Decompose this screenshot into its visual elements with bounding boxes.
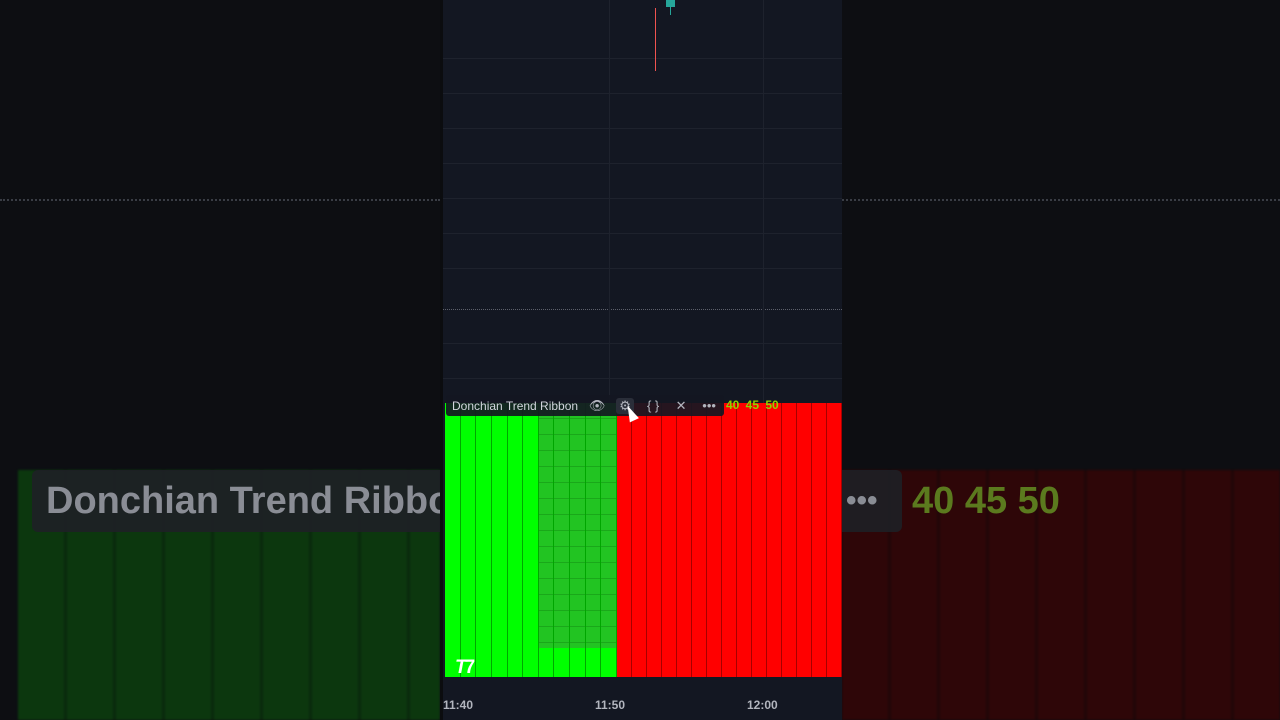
indicator-title[interactable]: Donchian Trend Ribbon [452, 398, 579, 413]
time-axis[interactable]: 11:40 11:50 12:00 [443, 677, 842, 720]
ribbon-column-up [445, 403, 461, 677]
ribbon-column-down [797, 403, 812, 677]
gear-icon[interactable]: ⚙ [616, 397, 635, 414]
ribbon-column-up-weak [538, 403, 555, 677]
blurred-background-right: ••• 40 45 50 [842, 0, 1280, 720]
indicator-legend[interactable]: Donchian Trend Ribbon 👁︎ ⚙ { } ✕ ••• [446, 395, 725, 416]
blurred-more-icon: ••• [842, 470, 902, 532]
ribbon-column-down [692, 403, 707, 677]
close-icon[interactable]: ✕ [675, 397, 687, 413]
ribbon-column-down [722, 403, 737, 677]
ribbon-column-up [491, 403, 508, 677]
donchian-ribbon [443, 403, 842, 677]
ribbon-column-down [767, 403, 782, 677]
candle-wick-down [655, 8, 656, 71]
price-line [443, 309, 842, 310]
dotted-line [842, 199, 1280, 201]
ribbon-column-up [476, 403, 492, 677]
blurred-ribbon [842, 470, 1280, 720]
ribbon-column-up [460, 403, 477, 677]
chart-panel[interactable]: T7 Donchian Trend Ribbon 👁︎ ⚙ { } ✕ ••• … [443, 0, 842, 720]
ribbon-column-up-weak [601, 403, 617, 677]
more-icon[interactable]: ••• [702, 398, 716, 413]
ribbon-column-up-weak [585, 403, 602, 677]
eye-icon[interactable]: 👁︎ [588, 397, 606, 413]
ribbon-column-up-weak [570, 403, 586, 677]
ribbon-column-down [617, 403, 632, 677]
ribbon-column-down [812, 403, 827, 677]
ribbon-column-down [737, 403, 752, 677]
ribbon-column-up [507, 403, 524, 677]
candle-wick-up [670, 0, 671, 15]
ribbon-column-down [827, 403, 842, 677]
ribbon-column-down [752, 403, 767, 677]
time-tick: 11:50 [595, 698, 626, 712]
blurred-values: 40 45 50 [912, 480, 1060, 522]
ribbon-column-down [647, 403, 662, 677]
indicator-values: 40 45 50 [726, 398, 779, 412]
ribbon-column-up-weak [554, 403, 571, 677]
braces-icon[interactable]: { } [646, 398, 660, 413]
ribbon-column-down [707, 403, 722, 677]
ribbon-column-down [782, 403, 797, 677]
blurred-background-left: Donchian Trend Ribbon [0, 0, 440, 720]
ribbon-column-up [523, 403, 539, 677]
dotted-line [0, 199, 440, 201]
ribbon-column-down [677, 403, 692, 677]
tradingview-logo: T7 [455, 657, 475, 678]
time-tick: 11:40 [443, 698, 474, 712]
ribbon-column-down [662, 403, 677, 677]
ribbon-column-down [632, 403, 647, 677]
blurred-title: Donchian Trend Ribbon [32, 470, 440, 532]
time-tick: 12:00 [747, 698, 778, 712]
